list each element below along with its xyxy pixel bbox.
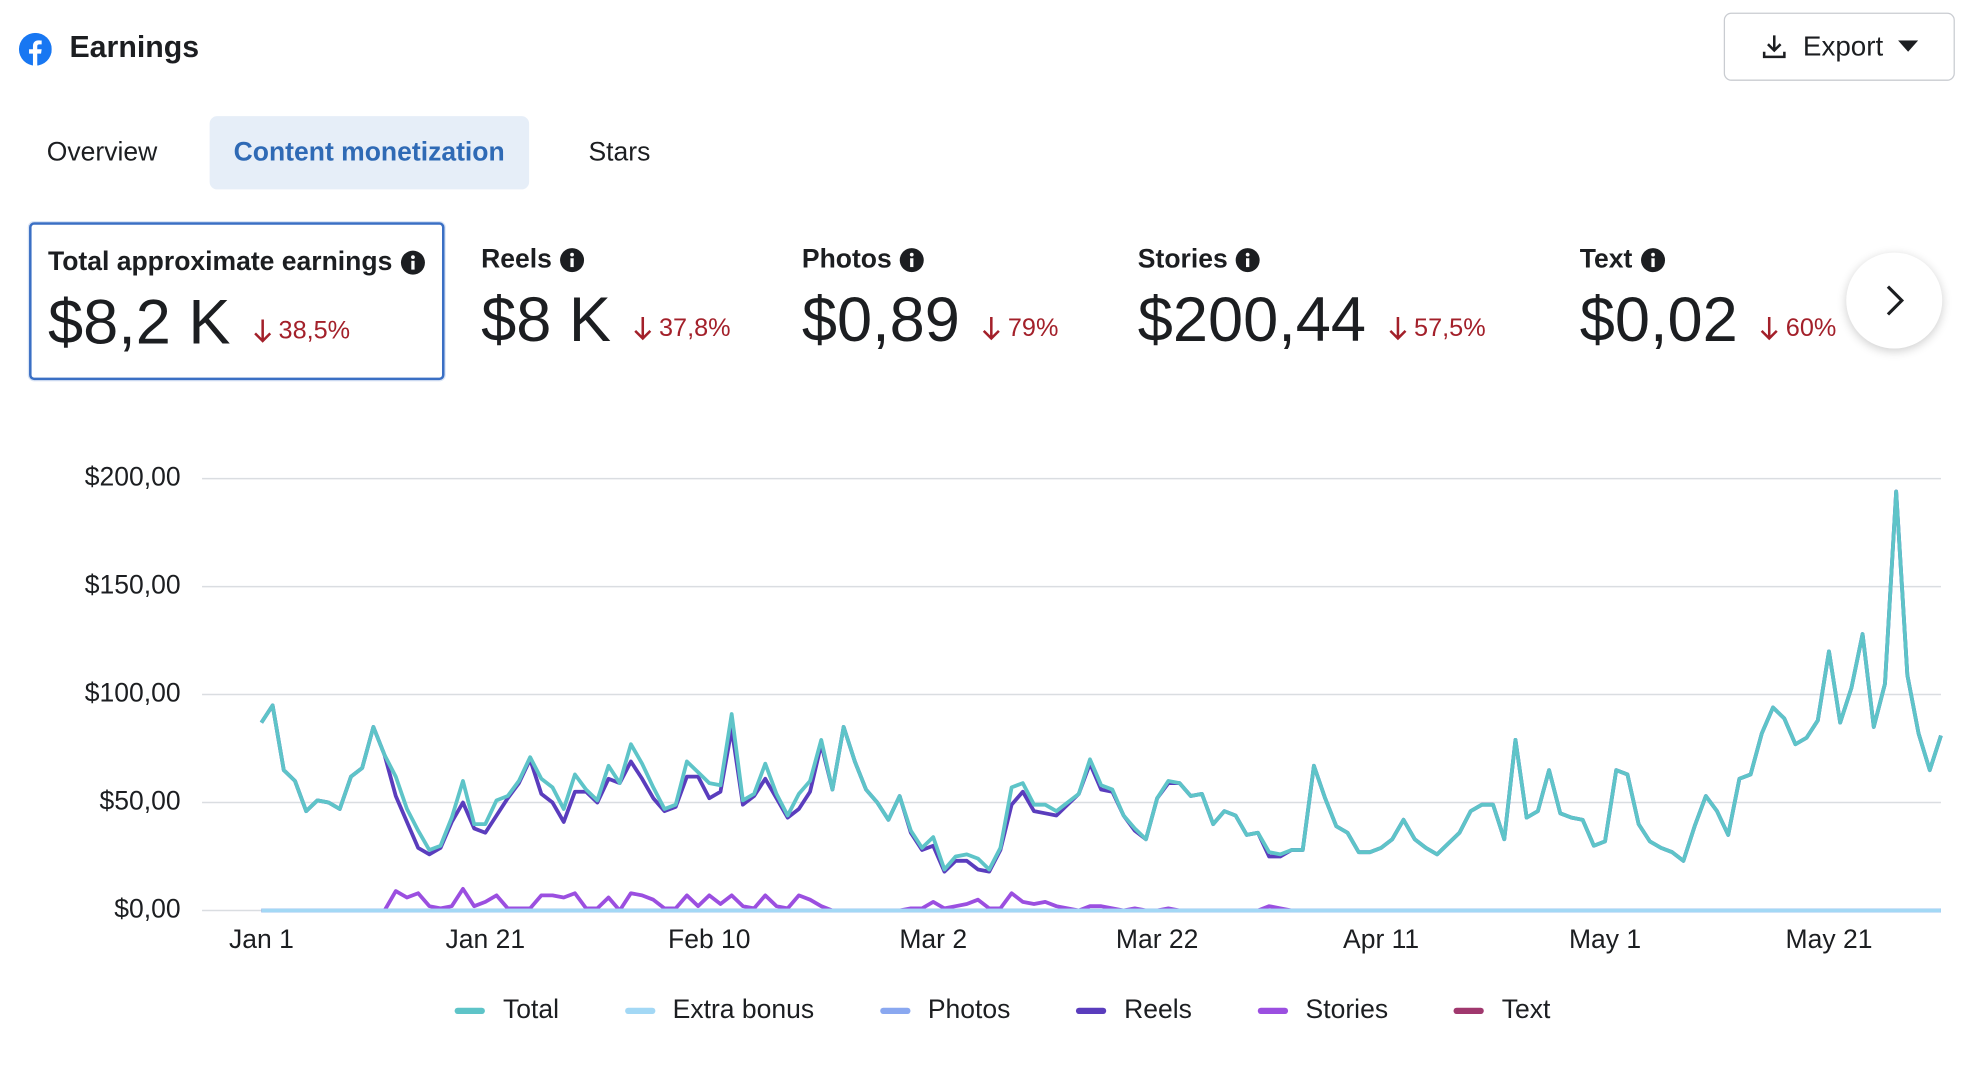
metric-card-selected[interactable]: Total approximate earnings $8,2 K 38,5% [29, 222, 445, 381]
legend-label: Extra bonus [672, 995, 815, 1025]
card-change: 57,5% [1389, 314, 1486, 343]
card-change: 38,5% [253, 316, 350, 345]
metric-card[interactable]: Photos $0,89 79% [785, 222, 1074, 380]
info-icon [1235, 248, 1260, 273]
tab-active[interactable]: Content monetization [209, 116, 529, 190]
y-tick-label: $0,00 [114, 893, 180, 923]
legend-label: Photos [927, 995, 1011, 1025]
card-change-value: 79% [1007, 313, 1059, 342]
down-arrow [253, 319, 271, 343]
card-label: Stories [1137, 244, 1228, 275]
x-tick-label: Apr 11 [1343, 924, 1419, 954]
card-change-value: 37,8% [659, 313, 731, 342]
facebook-logo [18, 32, 52, 66]
legend-item[interactable]: Photos [879, 995, 1011, 1025]
x-tick-label: Mar 22 [1116, 924, 1198, 954]
x-tick-label: May 1 [1569, 924, 1641, 954]
x-tick-label: Mar 2 [899, 924, 967, 954]
card-label-row: Reels [481, 245, 731, 275]
legend-item[interactable]: Total [454, 995, 559, 1025]
legend-label: Text [1501, 995, 1551, 1025]
next-button[interactable] [1846, 252, 1943, 349]
card-change-value: 38,5% [278, 316, 351, 345]
legend-swatch [454, 1007, 486, 1014]
card-label-row: Total approximate earnings [48, 248, 425, 278]
card-value-row: $200,44 57,5% [1138, 283, 1486, 356]
tab[interactable]: Overview [46, 137, 158, 167]
down-arrow [983, 316, 1000, 341]
series-line [259, 489, 1943, 872]
caret-icon [1898, 40, 1919, 52]
legend-swatch [879, 1007, 911, 1014]
card-change-value: 60% [1785, 313, 1837, 342]
card-label-row: Stories [1138, 245, 1486, 275]
card-label: Photos [801, 244, 892, 275]
legend: Total Extra bonus Photos Reels Stories Text [0, 995, 1970, 1025]
chart: $0,00 $50,00 $100,00 $150,00 $200,00 Jan 1 Jan… [85, 462, 1943, 954]
card-change-value: 57,5% [1414, 313, 1486, 342]
down-arrow [1760, 316, 1778, 341]
legend-item[interactable]: Reels [1076, 995, 1192, 1025]
down-arrow [634, 316, 652, 341]
card-label-row: Text [1580, 245, 1837, 275]
legend-swatch [1076, 1007, 1107, 1014]
export-label: Export [1802, 30, 1884, 62]
card-value-row: $8,2 K 38,5% [48, 285, 425, 358]
legend-swatch [1257, 1007, 1288, 1014]
card-label-row: Photos [802, 245, 1059, 275]
legend-label: Reels [1124, 995, 1192, 1025]
y-tick-label: $100,00 [85, 678, 181, 708]
card-label: Reels [481, 244, 552, 275]
info-icon [899, 248, 924, 273]
card-label: Text [1579, 244, 1633, 275]
metric-card[interactable]: Stories $200,44 57,5% [1121, 222, 1502, 380]
card-value-row: $0,02 60% [1580, 283, 1837, 356]
series-line [259, 489, 1943, 874]
legend-item[interactable]: Extra bonus [624, 995, 815, 1025]
x-tick-label: Jan 1 [229, 924, 294, 954]
x-tick-label: Jan 21 [446, 924, 526, 954]
legend-item[interactable]: Text [1453, 995, 1551, 1025]
y-tick-label: $50,00 [100, 786, 181, 816]
info-icon [560, 248, 585, 273]
legend-item[interactable]: Stories [1257, 995, 1389, 1025]
card-value: $8 K [481, 284, 612, 355]
card-change: 79% [983, 313, 1059, 343]
card-value: $8,2 K [47, 286, 231, 358]
download-icon [1762, 35, 1786, 59]
page-title: Earnings [69, 30, 200, 65]
tab[interactable]: Stars [588, 137, 651, 167]
series-line [261, 887, 1941, 913]
legend-label: Total [502, 995, 559, 1025]
card-value-row: $0,89 79% [802, 283, 1059, 356]
metric-card[interactable]: Reels $8 K 37,8% [465, 222, 747, 380]
card-value: $0,89 [801, 284, 960, 355]
card-value: $200,44 [1137, 284, 1367, 355]
info-icon [400, 250, 425, 275]
card-label: Total approximate earnings [47, 247, 393, 277]
y-tick-label: $200,00 [85, 462, 181, 492]
card-change: 37,8% [634, 314, 731, 343]
y-tick-label: $150,00 [85, 570, 181, 600]
legend-swatch [624, 1007, 655, 1014]
info-icon [1640, 248, 1665, 273]
export-button[interactable]: Export [1723, 12, 1955, 81]
metric-cards: Total approximate earnings $8,2 K 38,5% Ree… [0, 215, 1970, 392]
card-value: $0,02 [1579, 284, 1738, 355]
card-value-row: $8 K 37,8% [481, 283, 731, 356]
x-tick-label: May 21 [1786, 924, 1873, 954]
legend-swatch [1453, 1007, 1485, 1014]
chevron-icon [1886, 285, 1905, 316]
down-arrow [1389, 316, 1407, 341]
legend-label: Stories [1305, 995, 1389, 1025]
card-change: 60% [1760, 313, 1837, 343]
x-tick-label: Feb 10 [668, 924, 751, 954]
metric-card[interactable]: Text $0,02 60% [1563, 222, 1852, 380]
